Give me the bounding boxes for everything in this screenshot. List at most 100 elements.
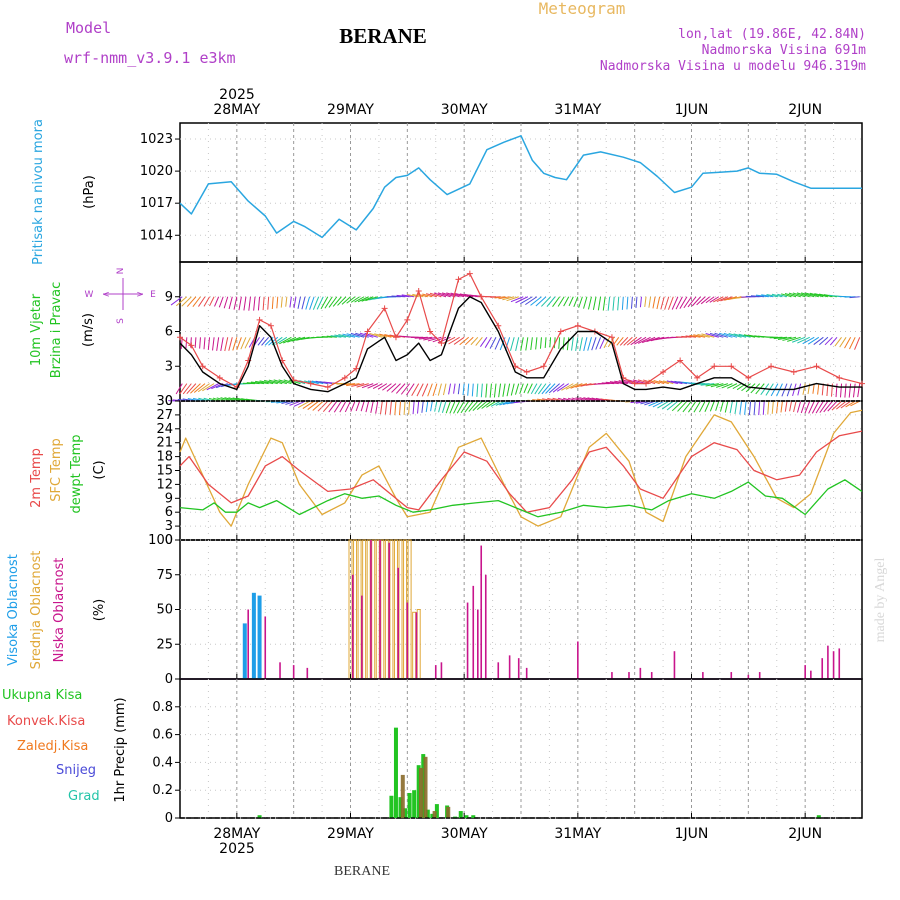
total-precip-bar: [816, 815, 821, 818]
wind-barb: [510, 296, 524, 303]
wind-barb: [464, 336, 474, 346]
wind-barb: [186, 296, 197, 307]
wind-barb: [316, 296, 324, 310]
precip-legend: Ukupna Kisa Konvek.Kisa Zaledj.Kisa Snijeg G…: [2, 688, 100, 804]
wind-barb: [411, 383, 420, 396]
gust-marker: [643, 380, 650, 387]
mid-cloud-bar: [380, 539, 385, 680]
wind-barb: [350, 332, 365, 338]
wind-barb: [322, 400, 333, 413]
wind-barb: [307, 400, 319, 410]
wind-barb: [355, 401, 361, 412]
wind-barb: [575, 383, 588, 388]
wind-barb: [472, 400, 483, 411]
bottom-date-label: 31MAY: [554, 826, 601, 842]
wind-barb: [587, 337, 592, 351]
wind-barb: [338, 334, 351, 338]
top-date-label: 31MAY: [554, 102, 601, 118]
compass-right-arrow: >: [136, 290, 144, 300]
wind-barb: [346, 333, 360, 338]
low-cloud-bar: [730, 672, 733, 679]
wind-barb: [525, 296, 538, 306]
y-tick-label: 0.2: [152, 783, 173, 798]
wind-barb: [369, 332, 383, 338]
wind-barb: [351, 383, 365, 387]
wind-barb: [375, 401, 379, 414]
cloud-title-high: Visoka Oblacnost: [6, 554, 21, 666]
low-cloud-bar: [821, 658, 824, 679]
wind-barb: [324, 296, 333, 309]
wind-barb: [552, 383, 565, 393]
low-cloud-bar: [415, 612, 418, 679]
wind-barb: [750, 295, 765, 298]
wind-barb: [438, 401, 442, 413]
wind-barb: [527, 383, 533, 394]
wind-barb: [519, 383, 524, 394]
low-cloud-bar: [466, 602, 469, 679]
wind-barb: [699, 400, 706, 413]
wind-barb: [677, 400, 688, 412]
wind-barb: [777, 336, 792, 341]
wind-barb: [337, 296, 347, 306]
wind-barb: [380, 401, 383, 415]
wind-barb: [595, 337, 602, 350]
compass-west: W: [85, 290, 94, 300]
y-tick-label: 9: [165, 290, 173, 305]
wind-barb: [432, 383, 438, 397]
wind-barb: [635, 296, 638, 309]
gust-marker: [574, 322, 581, 329]
wind-barb: [814, 293, 829, 298]
total-precip-bar: [412, 790, 417, 818]
low-cloud-bar: [804, 665, 806, 679]
wind-barb: [762, 401, 765, 415]
wind-barb: [425, 293, 438, 298]
total-precip-bar: [458, 811, 463, 818]
wind-barb: [253, 296, 256, 311]
total-precip-bar: [416, 765, 421, 818]
wind-barb: [291, 336, 306, 342]
dewpt-line: [179, 479, 863, 518]
wind-barb: [840, 400, 851, 409]
wind-barb: [632, 379, 647, 385]
wind-barb: [575, 337, 579, 351]
wind-barb: [468, 400, 479, 412]
low-cloud-bar: [810, 670, 812, 679]
wind-barb: [502, 383, 506, 397]
wind-barb: [240, 337, 247, 350]
wind-barb: [220, 337, 224, 352]
wind-barb: [515, 383, 520, 395]
wind-barb: [626, 336, 638, 346]
wind-barb: [821, 383, 824, 396]
low-cloud-bar: [832, 651, 835, 679]
wind-barb: [561, 383, 574, 391]
low-cloud-bar: [673, 651, 676, 679]
wind-barb: [317, 400, 329, 412]
wind-barb: [441, 401, 447, 413]
wind-barb: [704, 401, 711, 412]
low-cloud-bar: [508, 655, 511, 679]
wind-barb: [427, 383, 433, 397]
wind-barb: [609, 381, 624, 385]
wind-barb: [644, 400, 656, 406]
gust-marker: [353, 365, 360, 372]
wind-barb: [448, 383, 452, 395]
wind-barb: [603, 337, 611, 349]
wind-barb: [484, 337, 492, 348]
y-tick-label: 0: [165, 811, 173, 826]
wind-barb: [630, 336, 642, 346]
wind-barb: [422, 293, 433, 298]
precip-legend-item: Ukupna Kisa: [2, 688, 82, 703]
wind-barb: [367, 383, 378, 389]
wind-barb: [185, 337, 188, 349]
wind-barb: [442, 336, 456, 344]
wind-ylabel: (m/s): [81, 313, 96, 347]
low-cloud-bar: [639, 667, 642, 679]
wind-barb: [819, 400, 829, 413]
wind-barb: [535, 296, 547, 307]
sfc-temp-line: [179, 409, 863, 527]
wind-barb: [545, 383, 556, 394]
wind-barb: [279, 336, 292, 345]
wind-barb: [261, 336, 270, 346]
low-cloud-bar: [758, 672, 761, 679]
